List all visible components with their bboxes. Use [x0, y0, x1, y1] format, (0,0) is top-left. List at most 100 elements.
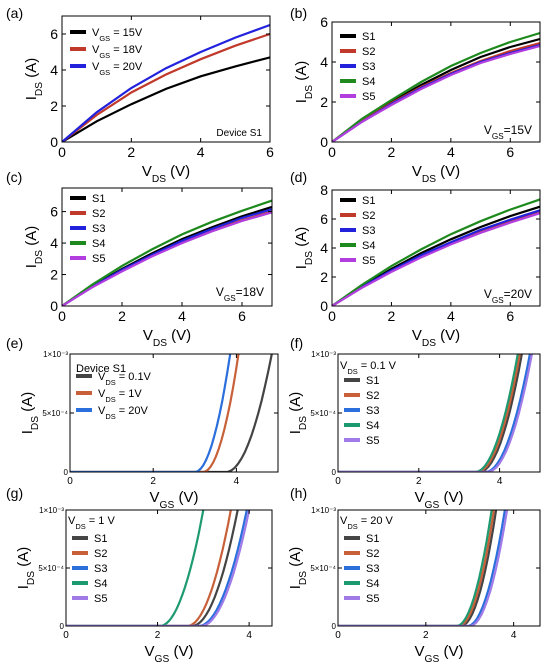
y-tick-label: 6	[50, 204, 58, 220]
y-tick-label: 0	[332, 468, 337, 477]
legend-label: S5	[366, 435, 379, 447]
y-tick-label: 4	[50, 235, 58, 251]
legend-label: S3	[94, 563, 107, 575]
legend-label: VDS = 20V	[98, 405, 149, 421]
series-line	[332, 198, 540, 306]
panel-d: (d) 0 2 4 6 0 2 4 6 8 VDS (V) IDS (A) VGS=20V S1 S2 S3 S…	[290, 169, 541, 349]
legend-label: S3	[366, 563, 379, 575]
panel-a: (a) 0 2 4 6 0 2 4 6 VDS (V) IDS (A) Device S1 VGS = …	[6, 5, 274, 185]
legend-label: S2	[92, 208, 105, 220]
series-line	[62, 56, 270, 142]
y-tick-label: 0	[332, 622, 337, 631]
panel-label: (e)	[6, 335, 23, 351]
y-tick-label: 4	[320, 240, 328, 256]
panel-b: (b) 0 2 4 6 0 2 4 6 VDS (V) IDS (A) VGS=15V S1 S2 S3 S4…	[290, 5, 541, 185]
x-tick-label: 0	[58, 144, 66, 160]
y-axis-label: IDS (A)	[23, 58, 45, 101]
legend-label: S1	[92, 193, 105, 205]
y-tick-label: 1×10⁻³	[39, 506, 64, 515]
legend-label: VGS = 15V	[92, 27, 143, 43]
y-tick-label: 5×10⁻⁴	[310, 564, 336, 573]
y-tick-label: 5×10⁻⁴	[310, 409, 336, 418]
legend-label: VDS = 0.1V	[98, 371, 152, 387]
x-tick-label: 2	[127, 144, 135, 160]
legend-label: S4	[92, 238, 105, 250]
bias-condition: VGS=15V	[484, 123, 532, 141]
y-tick-label: 0	[320, 134, 328, 150]
y-tick-label: 2	[320, 94, 328, 110]
legend-label: VGS = 18V	[92, 44, 143, 60]
series-line	[338, 510, 509, 626]
panel-c: (c) 0 2 4 6 0 2 4 6 VDS (V) IDS (A) VGS=18V S1 S2 S3 S4…	[6, 169, 273, 349]
y-tick-label: 0	[60, 622, 65, 631]
series-line	[338, 354, 533, 472]
x-tick-label: 2	[416, 476, 422, 487]
bias-condition: VDS = 1 V	[68, 515, 115, 531]
series-line	[62, 199, 272, 306]
x-tick-label: 0	[58, 308, 66, 324]
series-line	[338, 510, 498, 626]
y-axis-label: IDS (A)	[15, 547, 37, 590]
legend-label: S2	[362, 210, 375, 222]
legend-label: S4	[362, 76, 375, 88]
x-tick-label: 4	[197, 144, 205, 160]
series-line	[62, 211, 272, 306]
panel-label: (f)	[290, 335, 303, 351]
series-line	[338, 354, 521, 472]
x-tick-label: 2	[155, 630, 161, 641]
legend-label: S3	[362, 61, 375, 73]
series-line	[338, 354, 523, 472]
y-tick-label: 2	[50, 98, 58, 114]
legend-label: S2	[366, 390, 379, 402]
series-line	[66, 510, 248, 626]
legend-label: S1	[366, 533, 379, 545]
series-line	[338, 354, 531, 472]
bias-condition: VDS = 20 V	[340, 515, 394, 531]
panel-g: (g) 0 2 4 0 5×10⁻⁴ 1×10⁻³ VGS (V) IDS (A) VDS = 1…	[6, 485, 273, 662]
y-tick-label: 1×10⁻³	[311, 350, 336, 359]
legend-label: VGS = 20V	[92, 61, 143, 77]
legend-label: S1	[362, 195, 375, 207]
device-annotation: Device S1	[76, 363, 126, 375]
x-tick-label: 2	[423, 630, 429, 641]
panel-f: (f) 0 2 4 0 5×10⁻⁴ 1×10⁻³ VGS (V) IDS (A) VDS = 0…	[287, 335, 541, 511]
series-line	[338, 510, 493, 626]
legend-label: S1	[362, 31, 375, 43]
x-tick-label: 4	[497, 476, 503, 487]
x-tick-label: 0	[328, 144, 336, 160]
x-tick-label: 4	[511, 630, 517, 641]
legend-label: S4	[366, 420, 379, 432]
panel-label: (b)	[290, 5, 307, 21]
series-line	[66, 510, 205, 626]
x-tick-label: 4	[246, 630, 252, 641]
panel-label: (g)	[6, 485, 23, 501]
legend-label: S4	[362, 240, 375, 252]
legend-label: S2	[366, 548, 379, 560]
y-tick-label: 4	[320, 54, 328, 70]
x-tick-label: 4	[447, 144, 455, 160]
y-tick-label: 2	[320, 269, 328, 285]
legend-label: S1	[366, 375, 379, 387]
y-tick-label: 2	[50, 267, 58, 283]
y-axis-label: IDS (A)	[287, 392, 309, 435]
y-tick-label: 6	[320, 211, 328, 227]
x-axis-label: VDS (V)	[412, 163, 460, 185]
legend-label: S4	[94, 578, 107, 590]
x-tick-label: 4	[447, 308, 455, 324]
x-tick-label: 0	[63, 630, 69, 641]
legend-label: S5	[92, 253, 105, 265]
x-axis-label: VGS (V)	[415, 489, 464, 511]
x-axis-label: VGS (V)	[145, 643, 194, 662]
plot-frame	[61, 15, 271, 143]
x-axis-label: VGS (V)	[415, 643, 464, 662]
legend-label: S5	[362, 91, 375, 103]
x-tick-label: 0	[335, 630, 341, 641]
x-tick-label: 0	[67, 476, 73, 487]
series-line	[62, 32, 270, 142]
series-line	[338, 510, 495, 626]
legend-label: S5	[366, 593, 379, 605]
series-line	[332, 212, 540, 306]
legend-label: VDS = 1V	[98, 388, 142, 404]
series-line	[332, 31, 540, 142]
